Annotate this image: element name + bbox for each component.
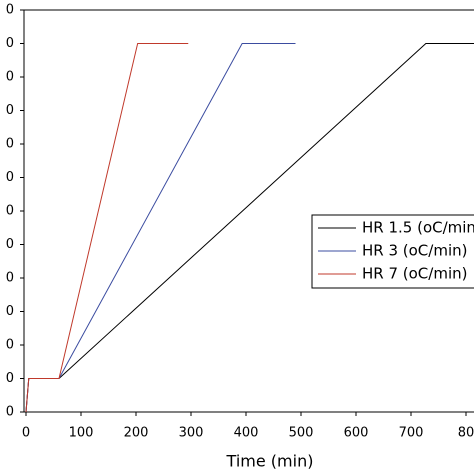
- series-line: [25, 43, 189, 413]
- x-tick-label: 200: [124, 426, 149, 441]
- x-tick-label: 700: [399, 426, 424, 441]
- y-tick-label: 0: [6, 170, 14, 185]
- y-tick-label: 0: [6, 36, 14, 51]
- y-tick-label: 0: [6, 237, 14, 252]
- x-axis-title: Time (min): [226, 452, 314, 471]
- y-tick-label: 0: [6, 204, 14, 219]
- plot-frame: [23, 9, 474, 413]
- legend-label: HR 1.5 (oC/min): [362, 219, 474, 237]
- y-tick-label: 0: [6, 405, 14, 420]
- y-tick-label: 0: [6, 371, 14, 386]
- series-line: [25, 43, 296, 413]
- x-tick-label: 0: [22, 426, 30, 441]
- x-tick-label: 100: [69, 426, 94, 441]
- legend-label: HR 3 (oC/min): [362, 242, 467, 260]
- y-tick-label: 0: [6, 103, 14, 118]
- legend-label: HR 7 (oC/min): [362, 265, 467, 283]
- x-tick-label: 600: [344, 426, 369, 441]
- y-tick-label: 0: [6, 137, 14, 152]
- x-tick-label: 300: [179, 426, 204, 441]
- x-tick-label: 80: [458, 426, 474, 441]
- y-tick-label: 0: [6, 70, 14, 85]
- x-tick-label: 400: [234, 426, 259, 441]
- y-tick-label: 0: [6, 338, 14, 353]
- x-tick-label: 500: [289, 426, 314, 441]
- y-tick-label: 0: [6, 3, 14, 18]
- y-tick-label: 0: [6, 304, 14, 319]
- y-tick-label: 0: [6, 271, 14, 286]
